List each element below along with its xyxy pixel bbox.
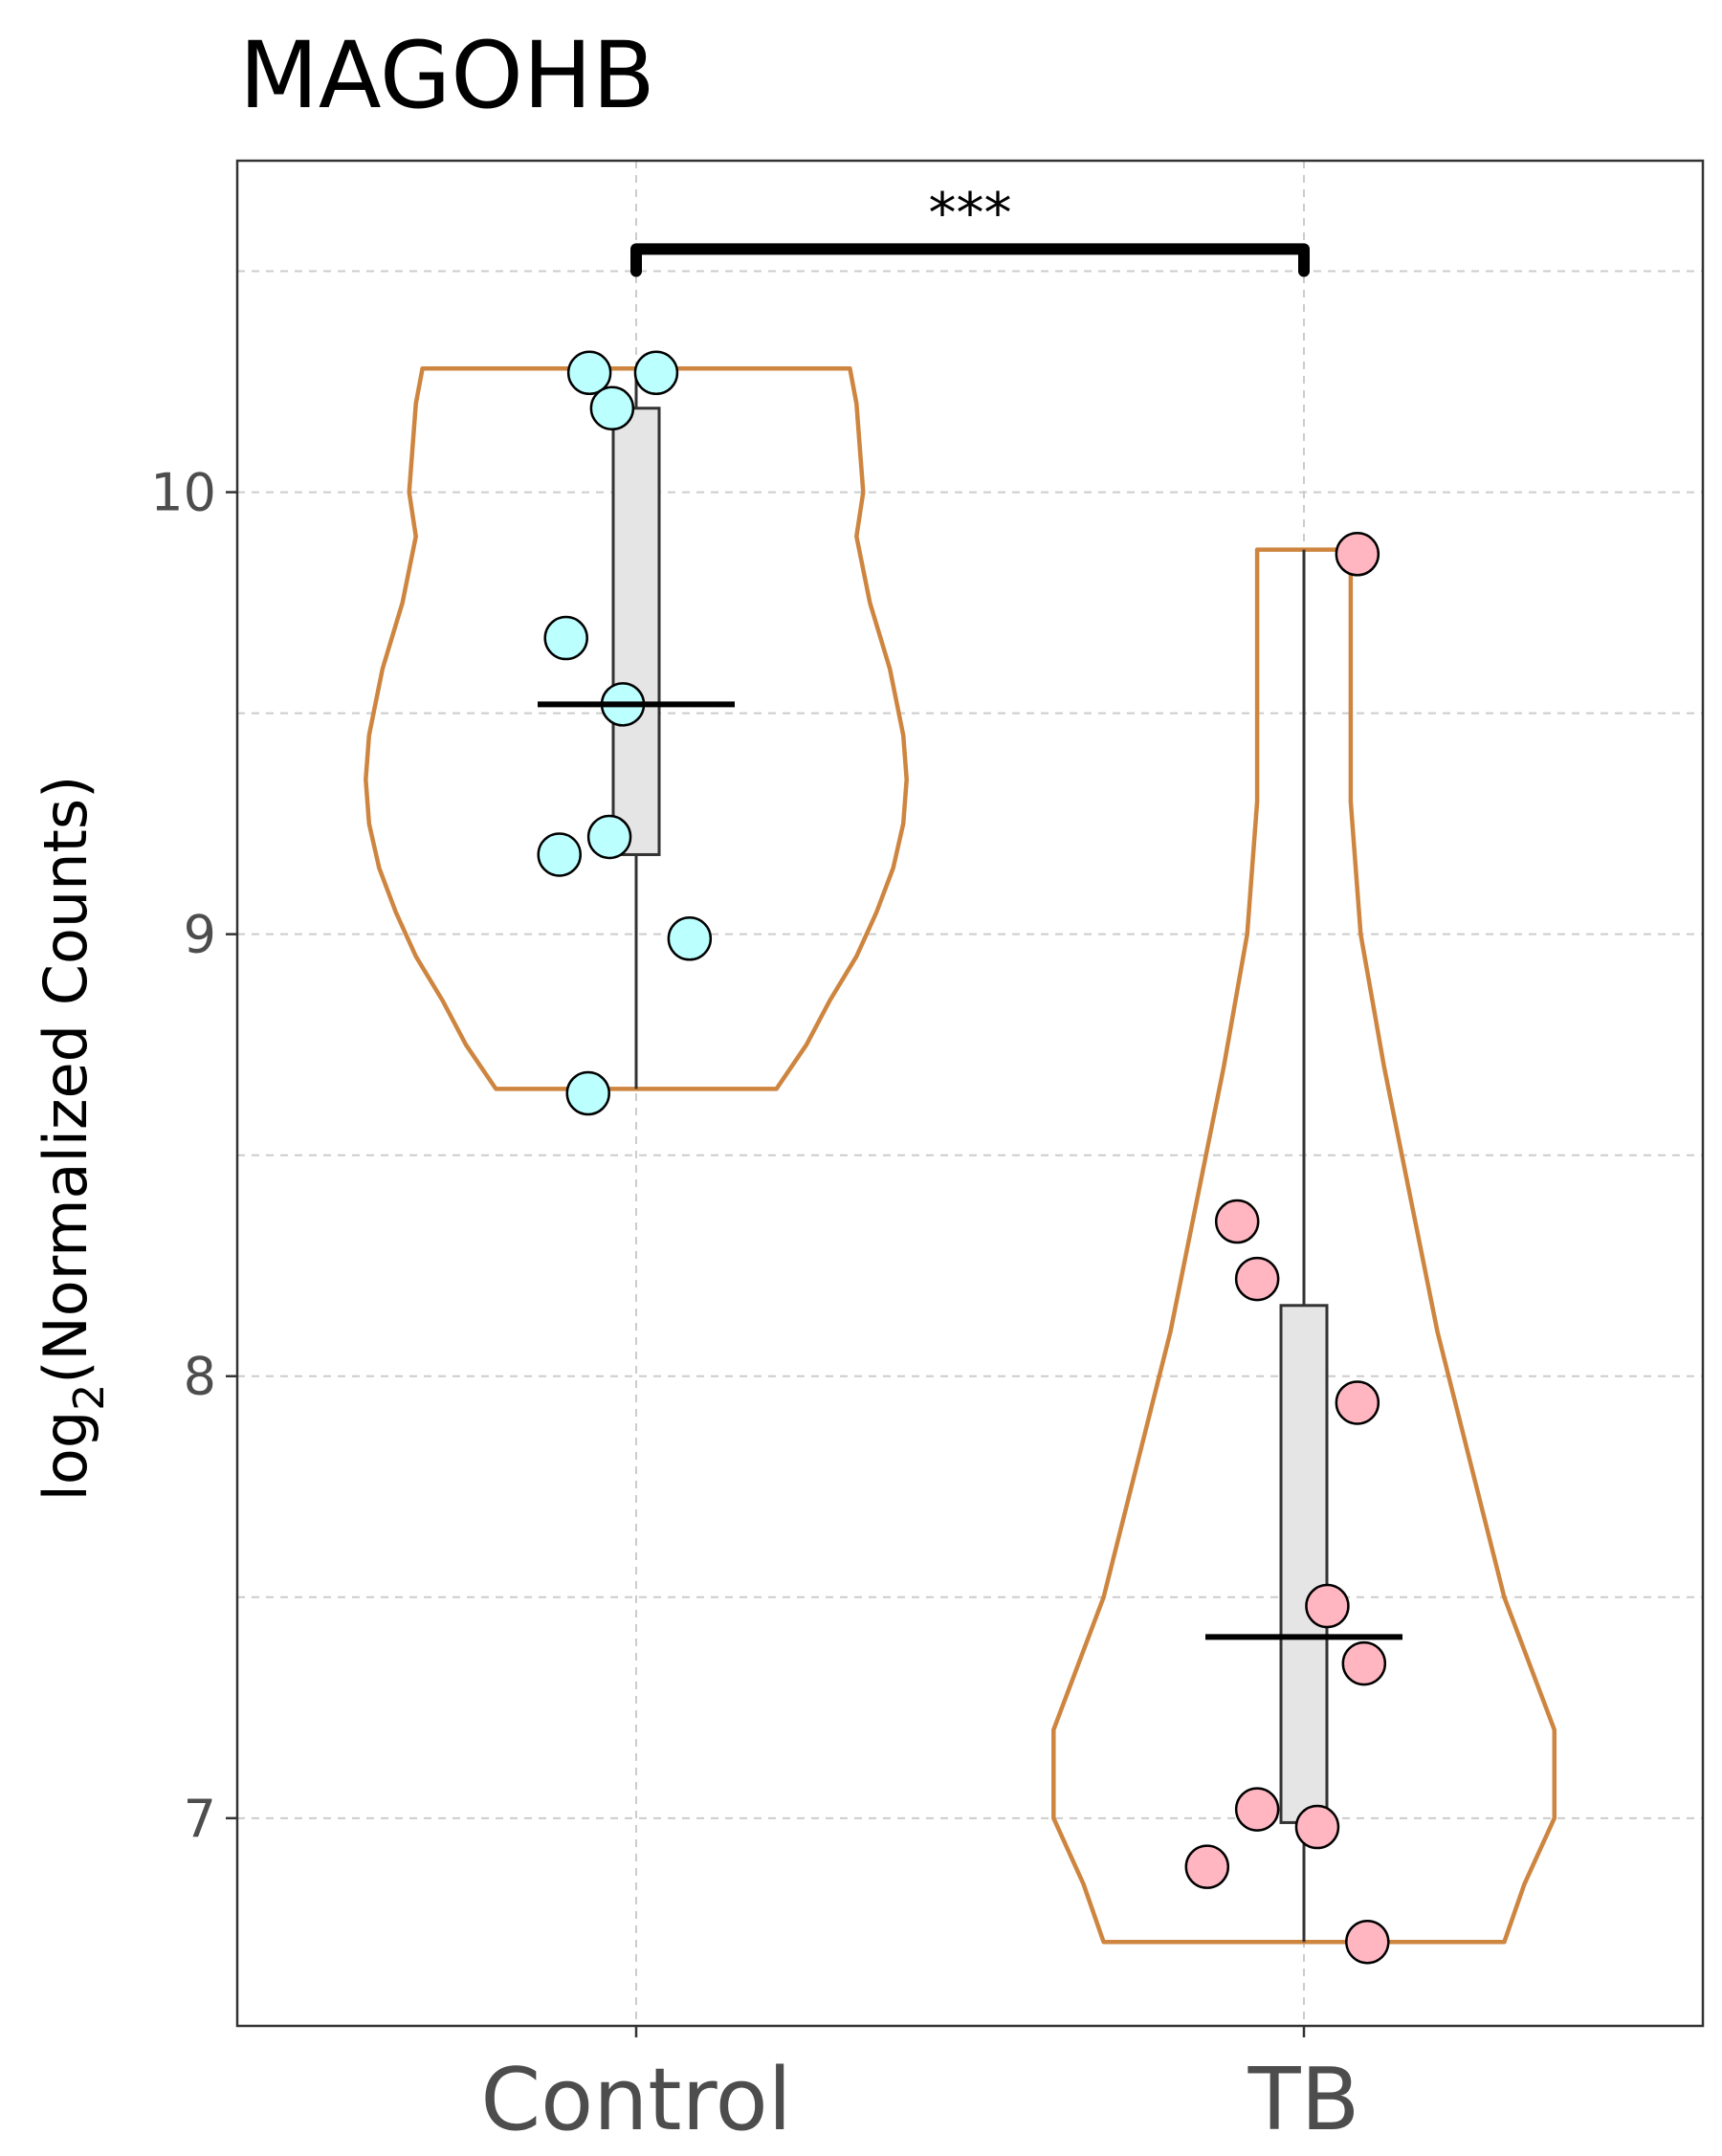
y-tick-label: 8 bbox=[184, 1347, 216, 1407]
data-point-control bbox=[543, 615, 588, 661]
violins bbox=[364, 365, 1557, 1945]
data-point-tb bbox=[1184, 1844, 1230, 1889]
box-control bbox=[611, 407, 661, 856]
y-axis-label-subscript: 2 bbox=[65, 1384, 114, 1411]
significance-bracket: *** bbox=[630, 180, 1310, 277]
data-point-control bbox=[586, 814, 632, 860]
data-point-tb bbox=[1345, 1919, 1390, 1965]
chart-title: MAGOHB bbox=[239, 22, 655, 129]
y-tick-label: 10 bbox=[150, 463, 216, 523]
y-tick-label: 9 bbox=[184, 905, 216, 965]
data-point-control bbox=[667, 916, 713, 961]
data-point-control bbox=[565, 1070, 610, 1116]
data-point-tb bbox=[1214, 1199, 1260, 1244]
data-point-tb bbox=[1234, 1787, 1280, 1832]
grid-lines bbox=[237, 161, 1703, 2026]
violin-control bbox=[364, 365, 909, 1091]
significance-label: *** bbox=[929, 180, 1012, 245]
data-points bbox=[537, 350, 1402, 1965]
axes: 7 8 9 10 Control TB bbox=[150, 159, 1705, 2150]
y-axis-label-rest: (Normalized Counts) bbox=[31, 776, 100, 1384]
data-point-control bbox=[633, 350, 679, 396]
data-point-control bbox=[566, 350, 612, 396]
x-tick-label: Control bbox=[480, 2050, 791, 2150]
y-axis-label: log2(Normalized Counts) bbox=[31, 776, 114, 1502]
data-point-tb bbox=[1234, 1256, 1280, 1302]
box-tb bbox=[1279, 1304, 1329, 1824]
data-point-tb bbox=[1305, 1583, 1350, 1629]
plot-panel-border bbox=[235, 159, 1705, 2028]
data-point-tb bbox=[1341, 1640, 1387, 1686]
data-point-tb bbox=[1335, 532, 1380, 577]
x-tick-label: TB bbox=[1247, 2050, 1360, 2150]
data-point-control bbox=[537, 832, 582, 877]
boxplots bbox=[611, 368, 1329, 1943]
y-axis-label-main: log bbox=[31, 1411, 100, 1502]
y-axis-label-text: log2(Normalized Counts) bbox=[31, 776, 114, 1502]
y-tick-label: 7 bbox=[184, 1789, 216, 1849]
data-point-tb bbox=[1335, 1380, 1380, 1425]
significance-bracket-line bbox=[630, 243, 1310, 277]
data-point-control bbox=[589, 385, 635, 431]
violin-tb bbox=[1051, 547, 1557, 1945]
data-point-tb bbox=[1294, 1804, 1340, 1850]
